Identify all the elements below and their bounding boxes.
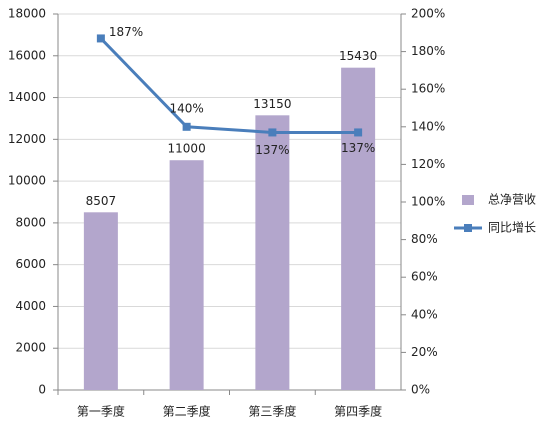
y-tick-label: 10000 [8,174,46,188]
y2-tick-label: 40% [411,307,438,321]
bar [255,115,290,391]
legend-marker [464,224,472,232]
y-tick-label: 2000 [15,341,46,355]
y2-tick-label: 140% [411,119,445,133]
bar-value-label: 15430 [339,49,377,63]
bar [83,212,118,390]
line-value-label: 140% [169,101,203,115]
y-tick-label: 0 [38,383,46,397]
legend-label: 总净营收 [488,193,536,207]
y2-tick-label: 160% [411,82,445,96]
y-tick-label: 4000 [15,299,46,313]
y2-tick-label: 0% [411,383,430,397]
bar-value-label: 11000 [168,142,206,156]
line-marker [268,128,277,137]
line-marker [182,122,191,131]
y-tick-label: 18000 [8,7,46,21]
legend-swatch [462,195,474,205]
y-tick-label: 16000 [8,48,46,62]
bar [169,160,204,390]
y-tick-label: 14000 [8,90,46,104]
y2-tick-label: 20% [411,345,438,359]
bar [341,67,376,390]
bar-value-label: 8507 [86,194,117,208]
x-tick-label: 第四季度 [334,404,382,419]
x-tick-label: 第一季度 [77,404,125,419]
line-value-label: 137% [255,143,289,157]
line-marker [96,34,105,43]
y2-tick-label: 80% [411,232,438,246]
line-marker [354,128,363,137]
y2-tick-label: 100% [411,195,445,209]
y2-tick-label: 200% [411,7,445,21]
y2-tick-label: 120% [411,157,445,171]
line-value-label: 187% [109,25,143,39]
line-value-label: 137% [341,141,375,155]
line [99,37,359,134]
y-tick-label: 8000 [15,215,46,229]
x-tick-label: 第二季度 [163,404,211,419]
y-tick-label: 6000 [15,257,46,271]
bar-value-label: 13150 [253,97,291,111]
y-tick-label: 12000 [8,132,46,146]
legend-label: 同比增长 [488,221,536,235]
y2-tick-label: 180% [411,44,445,58]
y2-tick-label: 60% [411,270,438,284]
x-tick-label: 第三季度 [248,404,296,419]
